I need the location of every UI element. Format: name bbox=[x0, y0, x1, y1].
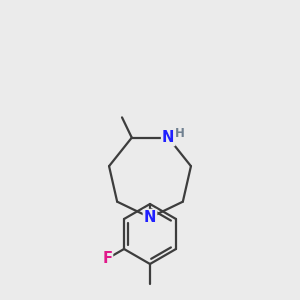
Text: N: N bbox=[162, 130, 174, 145]
Text: N: N bbox=[144, 210, 156, 225]
Text: H: H bbox=[175, 127, 184, 140]
Text: F: F bbox=[102, 251, 112, 266]
